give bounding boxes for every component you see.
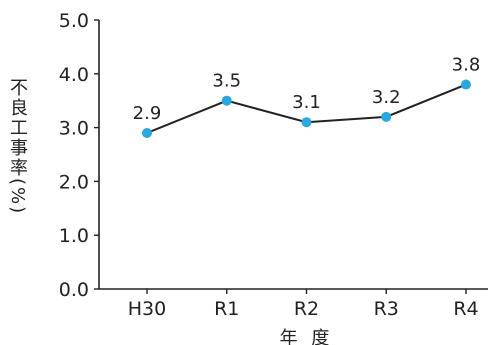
data-label: 2.9	[133, 103, 162, 124]
data-label: 3.8	[452, 55, 481, 76]
data-point	[461, 79, 471, 90]
x-tick-label: R4	[453, 298, 478, 320]
y-axis-label: 不良工事率(%)	[7, 78, 28, 216]
data-label: 3.5	[212, 71, 241, 92]
data-label: 3.1	[292, 92, 321, 113]
x-tick-label: R3	[374, 298, 399, 320]
data-point	[301, 117, 312, 128]
data-point	[381, 111, 392, 122]
y-tick-label: 4.0	[59, 64, 89, 86]
data-point	[142, 127, 152, 138]
data-label: 3.2	[372, 87, 401, 108]
x-axis-label: 年 度	[280, 328, 334, 345]
data-point	[221, 95, 232, 106]
y-tick-label: 2.0	[59, 171, 89, 193]
y-tick-label: 5.0	[59, 10, 89, 32]
x-tick-label: H30	[128, 298, 166, 320]
x-tick-label: R1	[214, 298, 239, 320]
y-tick-label: 0.0	[59, 279, 89, 301]
y-tick-label: 1.0	[59, 225, 89, 247]
y-tick-label: 3.0	[59, 118, 89, 140]
x-tick-label: R2	[294, 298, 319, 320]
